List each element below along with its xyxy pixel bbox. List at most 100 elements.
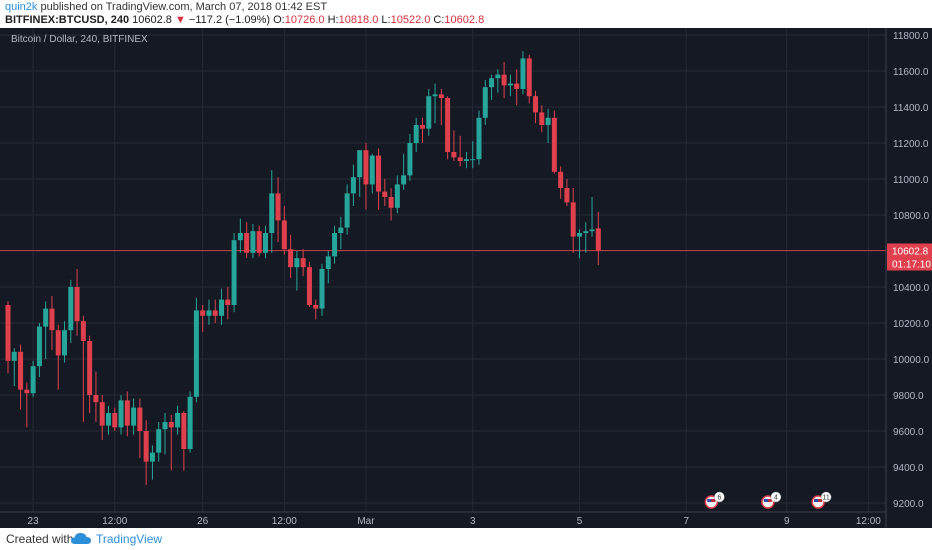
candle-body <box>533 96 539 113</box>
candle-body <box>68 287 74 331</box>
close-value: 10602.8 <box>444 14 485 26</box>
candle-body <box>306 267 312 305</box>
published-text: published on TradingView.com, March 07, … <box>37 1 328 13</box>
y-tick-label: 11000.0 <box>893 175 929 186</box>
candle-body <box>294 258 300 268</box>
author-link[interactable]: quin2k <box>5 1 38 13</box>
candle-body <box>193 310 199 397</box>
candle-body <box>5 305 11 361</box>
y-tick-label: 9800.0 <box>893 391 924 402</box>
chart-background <box>0 28 932 528</box>
down-arrow-icon: ▼ <box>174 14 186 26</box>
y-tick-label: 11800.0 <box>893 31 929 42</box>
candle-body <box>80 321 86 341</box>
candle-body <box>131 407 137 426</box>
candle-body <box>357 150 363 178</box>
candle-body <box>558 171 564 188</box>
candle-body <box>11 351 17 361</box>
close-label: C: <box>433 14 445 26</box>
candle-body <box>520 58 526 89</box>
chart-area[interactable]: 9200.0 9400.0 9600.0 9800.0 10000.0 10200.0 10… <box>0 28 932 528</box>
y-tick-label: 10800.0 <box>893 211 930 222</box>
y-tick-label: 10400.0 <box>893 283 930 294</box>
candle-body <box>551 117 557 172</box>
candle-body <box>93 395 99 403</box>
x-tick-label: 26 <box>197 516 209 527</box>
candle-body <box>187 396 193 449</box>
candle-body <box>225 299 231 305</box>
candle-body <box>350 177 356 194</box>
candle-body <box>237 233 243 241</box>
footer: Created with TradingView <box>0 528 932 550</box>
candle-body <box>319 269 325 309</box>
candle-body <box>507 83 513 86</box>
candle-body <box>156 429 162 453</box>
event-count-bubble <box>770 491 782 503</box>
candle-body <box>419 125 425 129</box>
candle-body <box>495 74 501 79</box>
candle-body <box>325 256 331 269</box>
symbol-label: BITFINEX:BTCUSD, 240 <box>5 14 130 26</box>
event-count-bubble <box>714 491 725 503</box>
candle-body <box>407 143 413 176</box>
event-count-label: 11 <box>822 495 829 502</box>
candle-body <box>413 125 419 143</box>
y-tick-label: 11600.0 <box>893 67 929 78</box>
x-tick-label: 12:00 <box>856 516 881 527</box>
high-label: H: <box>327 14 339 26</box>
symbol-quote-line: BITFINEX:BTCUSD, 240 10602.8 ▼ −117.2 (−… <box>5 14 484 26</box>
candle-body <box>288 249 294 268</box>
countdown-axis-box <box>887 257 932 271</box>
candle-body <box>281 220 287 250</box>
candle-body <box>476 117 482 160</box>
candle-body <box>501 74 507 86</box>
candle-body <box>256 231 262 253</box>
candle-body <box>401 175 407 185</box>
candle-body <box>313 305 319 309</box>
last-price-axis-box <box>887 243 932 258</box>
y-tick-label: 9200.0 <box>893 499 924 510</box>
candle-body <box>143 431 149 462</box>
x-tick-label: 9 <box>784 516 790 527</box>
candle-body <box>363 150 369 185</box>
candle-body <box>269 193 275 233</box>
candle-body <box>445 98 451 152</box>
candle-body <box>105 413 111 426</box>
x-tick-label: Mar <box>357 516 375 527</box>
x-tick-label: 5 <box>577 516 583 527</box>
candle-body <box>206 310 212 316</box>
y-tick-label: 10000.0 <box>893 355 930 366</box>
candle-body <box>175 413 181 428</box>
y-tick-label: 11200.0 <box>893 139 929 150</box>
low-value: 10522.0 <box>390 14 431 26</box>
candle-body <box>432 94 438 97</box>
chart-header: quin2k published on TradingView.com, Mar… <box>0 0 932 28</box>
event-flag-canton <box>814 499 819 502</box>
candle-body <box>338 227 344 233</box>
created-with-text: Created with <box>6 532 74 546</box>
low-label: L: <box>381 14 391 26</box>
candle-body <box>526 58 532 97</box>
candle-body <box>376 155 382 192</box>
x-tick-label: 23 <box>28 516 40 527</box>
candle-body <box>112 413 118 428</box>
candlestick-chart[interactable]: 9200.0 9400.0 9600.0 9800.0 10000.0 10200.0 10… <box>0 28 932 528</box>
chart-title: Bitcoin / Dollar, 240, BITFINEX <box>11 34 148 45</box>
last-price-value: 10602.8 <box>132 14 172 26</box>
event-count-label: 4 <box>774 495 778 502</box>
candle-body <box>162 422 168 430</box>
candle-body <box>545 117 551 125</box>
candle-body <box>332 233 338 257</box>
candle-body <box>168 422 174 428</box>
event-flag-canton <box>707 499 712 502</box>
candle-body <box>30 366 36 394</box>
candle-body <box>300 258 306 268</box>
tradingview-brand[interactable]: TradingView <box>96 532 163 546</box>
candle-body <box>382 191 388 197</box>
x-tick-label: 12:00 <box>272 516 297 527</box>
candle-body <box>118 400 124 428</box>
candle-body <box>539 112 545 125</box>
y-tick-label: 10200.0 <box>893 319 930 330</box>
economic-event-flag-icon: 11 <box>811 491 832 509</box>
candle-body <box>250 231 256 253</box>
